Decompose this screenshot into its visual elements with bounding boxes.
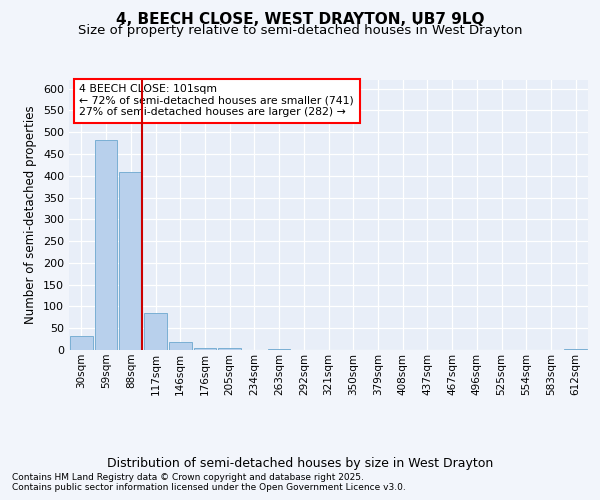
Bar xyxy=(169,342,191,350)
Text: Distribution of semi-detached houses by size in West Drayton: Distribution of semi-detached houses by … xyxy=(107,458,493,470)
Bar xyxy=(194,348,216,350)
Bar xyxy=(564,348,587,350)
Bar xyxy=(268,348,290,350)
Text: Contains HM Land Registry data © Crown copyright and database right 2025.: Contains HM Land Registry data © Crown c… xyxy=(12,472,364,482)
Text: Size of property relative to semi-detached houses in West Drayton: Size of property relative to semi-detach… xyxy=(78,24,522,37)
Bar xyxy=(218,348,241,350)
Text: 4 BEECH CLOSE: 101sqm
← 72% of semi-detached houses are smaller (741)
27% of sem: 4 BEECH CLOSE: 101sqm ← 72% of semi-deta… xyxy=(79,84,354,117)
Bar xyxy=(95,140,118,350)
Text: 4, BEECH CLOSE, WEST DRAYTON, UB7 9LQ: 4, BEECH CLOSE, WEST DRAYTON, UB7 9LQ xyxy=(116,12,484,28)
Text: Contains public sector information licensed under the Open Government Licence v3: Contains public sector information licen… xyxy=(12,484,406,492)
Bar xyxy=(119,172,142,350)
Bar xyxy=(144,313,167,350)
Bar xyxy=(70,336,93,350)
Y-axis label: Number of semi-detached properties: Number of semi-detached properties xyxy=(25,106,37,324)
